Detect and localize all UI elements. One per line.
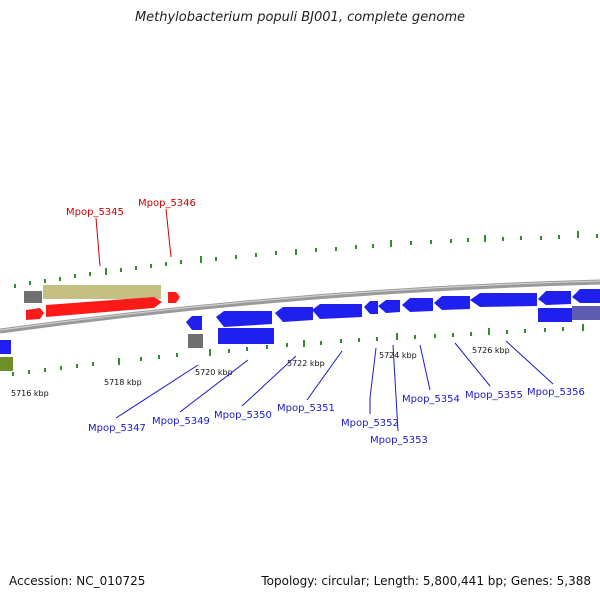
reverse-gene-arrow xyxy=(186,316,202,330)
reverse-gene-arrow xyxy=(312,304,362,319)
genome-backbone xyxy=(0,279,600,334)
purple-feature xyxy=(572,306,600,320)
reverse-gene-arrow xyxy=(572,289,600,303)
reverse-gene-arrow xyxy=(402,298,433,312)
tick-label: 5722 kbp xyxy=(287,359,325,368)
forward-gene-arrow xyxy=(46,297,162,317)
genome-title: Methylobacterium populi BJ001, complete … xyxy=(134,10,466,25)
genome-backbone-highlight xyxy=(0,280,600,331)
gene-label-forward[interactable]: Mpop_5345 xyxy=(66,207,124,218)
reverse-gene-block xyxy=(218,328,274,344)
reverse-gene-block xyxy=(538,308,572,322)
reverse-gene-arrow xyxy=(434,296,470,310)
gene-label-reverse[interactable]: Mpop_5349 xyxy=(152,416,210,427)
gene-label-reverse[interactable]: Mpop_5353 xyxy=(370,435,428,446)
reverse-gene-arrow xyxy=(216,311,272,327)
gene-label-reverse[interactable]: Mpop_5351 xyxy=(277,403,335,414)
reverse-gene-arrow xyxy=(470,293,537,307)
forward-gene-arrow xyxy=(168,292,180,303)
reverse-gene-arrow xyxy=(538,291,571,305)
olive-feature xyxy=(0,357,13,371)
tick-label: 5724 kbp xyxy=(379,351,417,360)
reverse-gene-arrow xyxy=(364,301,378,314)
tick-label: 5726 kbp xyxy=(472,346,510,355)
lower-tick-track xyxy=(12,324,584,376)
tick-label: 5718 kbp xyxy=(104,378,142,387)
gray-feature xyxy=(24,291,42,303)
tick-label: 5720 kbp xyxy=(195,368,233,377)
reverse-gene-arrow xyxy=(378,300,400,313)
gene-label-reverse[interactable]: Mpop_5347 xyxy=(88,423,146,434)
accession-text: Accession: NC_010725 xyxy=(9,574,146,588)
forward-gene-arrow xyxy=(26,308,44,320)
gene-label-reverse[interactable]: Mpop_5354 xyxy=(402,394,460,405)
reverse-gene-arrow xyxy=(275,307,313,322)
gene-label-reverse[interactable]: Mpop_5355 xyxy=(465,390,523,401)
gray-feature xyxy=(188,334,203,348)
topology-text: Topology: circular; Length: 5,800,441 bp… xyxy=(261,574,591,588)
tick-label: 5716 kbp xyxy=(11,389,49,398)
gene-label-forward[interactable]: Mpop_5346 xyxy=(138,198,196,209)
khaki-feature xyxy=(43,285,161,299)
gene-label-reverse[interactable]: Mpop_5352 xyxy=(341,418,399,429)
gene-label-reverse[interactable]: Mpop_5350 xyxy=(214,410,272,421)
upper-tick-track xyxy=(14,231,598,288)
gene-label-reverse[interactable]: Mpop_5356 xyxy=(527,387,585,398)
reverse-gene-arrow xyxy=(0,340,11,354)
